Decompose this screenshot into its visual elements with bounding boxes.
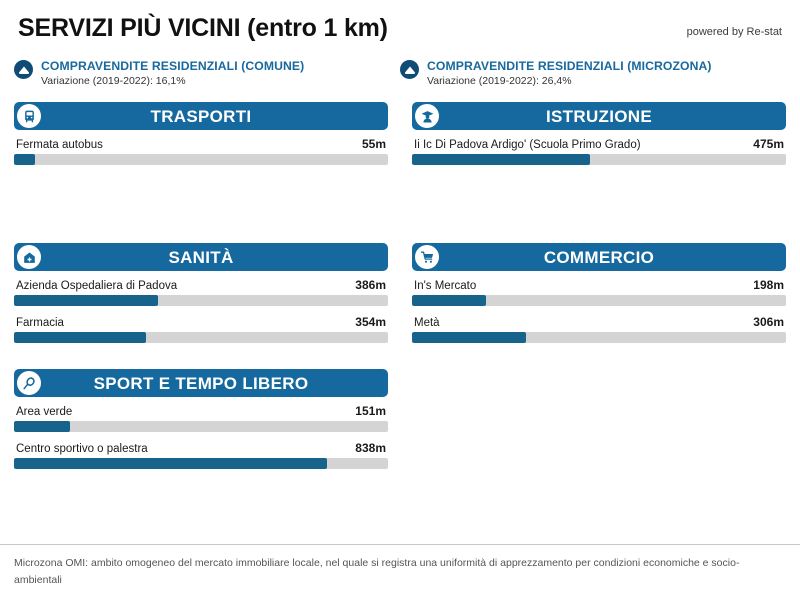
list-item: Centro sportivo o palestra 838m [14,441,388,470]
item-distance: 354m [355,315,386,330]
triangle-up-circle-icon [400,60,419,79]
distance-bar-fill [14,458,328,470]
triangle-up-circle-icon [14,60,33,79]
distance-bar-track [412,154,786,166]
kpi-subtitle: Variazione (2019-2022): 26,4% [427,75,572,88]
card-istruzione: ISTRUZIONE Ii Ic Di Padova Ardigo' (Scuo… [412,102,786,169]
shopping-cart-icon [415,245,439,270]
footer-note: Microzona OMI: ambito omogeneo del merca… [14,557,740,586]
list-item: Area verde 151m [14,404,388,433]
card-title: COMMERCIO [543,247,655,267]
categories-row: SPORT E TEMPO LIBERO Area verde 151m [14,369,786,473]
distance-bar-track [14,332,388,344]
distance-bar-fill [412,154,590,166]
distance-bar-fill [412,332,527,344]
item-distance: 386m [355,278,386,293]
distance-bar-track [14,154,388,166]
item-distance: 55m [361,137,386,152]
card-header-sanita: SANITÀ [14,243,388,272]
card-commercio: COMMERCIO In's Mercato 198m [412,243,786,347]
kpi-compravendite-comune: COMPRAVENDITE RESIDENZIALI (COMUNE) Vari… [14,59,400,88]
list-item: Azienda Ospedaliera di Padova 386m [14,278,388,307]
row-spacer [14,347,786,369]
list-item: Ii Ic Di Padova Ardigo' (Scuola Primo Gr… [412,137,786,166]
item-name: Centro sportivo o palestra [16,443,148,456]
kpi-row: COMPRAVENDITE RESIDENZIALI (COMUNE) Vari… [0,59,800,88]
card-title: SANITÀ [168,247,234,267]
item-distance: 151m [355,404,386,419]
distance-bar-track [412,295,786,307]
card-trasporti: TRASPORTI Fermata autobus 55m [14,102,388,169]
item-name: Farmacia [16,317,64,330]
item-name: Metà [414,317,440,330]
categories-row: SANITÀ Azienda Ospedaliera di Padova 386… [14,243,786,347]
card-header-istruzione: ISTRUZIONE [412,102,786,131]
kpi-title: COMPRAVENDITE RESIDENZIALI (MICROZONA) [427,59,712,73]
card-header-commercio: COMMERCIO [412,243,786,272]
list-item: Metà 306m [412,315,786,344]
card-body-sanita: Azienda Ospedaliera di Padova 386m Farma… [14,271,388,344]
card-header-trasporti: TRASPORTI [14,102,388,131]
categories-grid: TRASPORTI Fermata autobus 55m [0,102,800,473]
card-body-istruzione: Ii Ic Di Padova Ardigo' (Scuola Primo Gr… [412,130,786,166]
item-distance: 838m [355,441,386,456]
footer: Microzona OMI: ambito omogeneo del merca… [0,544,800,600]
item-name: Area verde [16,406,73,419]
item-name: Azienda Ospedaliera di Padova [16,280,178,293]
page-title: SERVIZI PIÙ VICINI (entro 1 km) [18,14,388,42]
item-name: Ii Ic Di Padova Ardigo' (Scuola Primo Gr… [414,139,641,152]
row-spacer [14,169,786,243]
card-title: TRASPORTI [150,106,252,126]
card-header-sport: SPORT E TEMPO LIBERO [14,369,388,398]
tennis-racket-icon [17,371,41,396]
distance-bar-track [14,458,388,470]
card-body-trasporti: Fermata autobus 55m [14,130,388,166]
powered-by-label: powered by Re-stat [686,26,782,38]
distance-bar-fill [14,332,147,344]
page-header: SERVIZI PIÙ VICINI (entro 1 km) powered … [0,0,800,43]
distance-bar-fill [412,295,487,307]
distance-bar-track [412,332,786,344]
item-distance: 475m [753,137,784,152]
card-body-sport: Area verde 151m Centro sportivo o palest… [14,397,388,470]
list-item: Farmacia 354m [14,315,388,344]
distance-bar-track [14,295,388,307]
distance-bar-fill [14,295,159,307]
distance-bar-track [14,421,388,433]
student-icon [415,104,439,129]
distance-bar-fill [14,421,71,433]
card-body-commercio: In's Mercato 198m Metà 306m [412,271,786,344]
categories-row: TRASPORTI Fermata autobus 55m [14,102,786,169]
distance-bar-fill [14,154,35,166]
bus-icon [17,104,41,129]
card-title: ISTRUZIONE [546,106,652,126]
kpi-title: COMPRAVENDITE RESIDENZIALI (COMUNE) [41,59,305,73]
hospital-icon [17,245,41,270]
item-distance: 306m [753,315,784,330]
card-title: SPORT E TEMPO LIBERO [93,373,309,393]
list-item: Fermata autobus 55m [14,137,388,166]
kpi-subtitle: Variazione (2019-2022): 16,1% [41,75,186,88]
item-distance: 198m [753,278,784,293]
card-sport-tempo-libero: SPORT E TEMPO LIBERO Area verde 151m [14,369,388,473]
item-name: In's Mercato [414,280,477,293]
list-item: In's Mercato 198m [412,278,786,307]
card-sanita: SANITÀ Azienda Ospedaliera di Padova 386… [14,243,388,347]
item-name: Fermata autobus [16,139,103,152]
kpi-compravendite-microzona: COMPRAVENDITE RESIDENZIALI (MICROZONA) V… [400,59,786,88]
